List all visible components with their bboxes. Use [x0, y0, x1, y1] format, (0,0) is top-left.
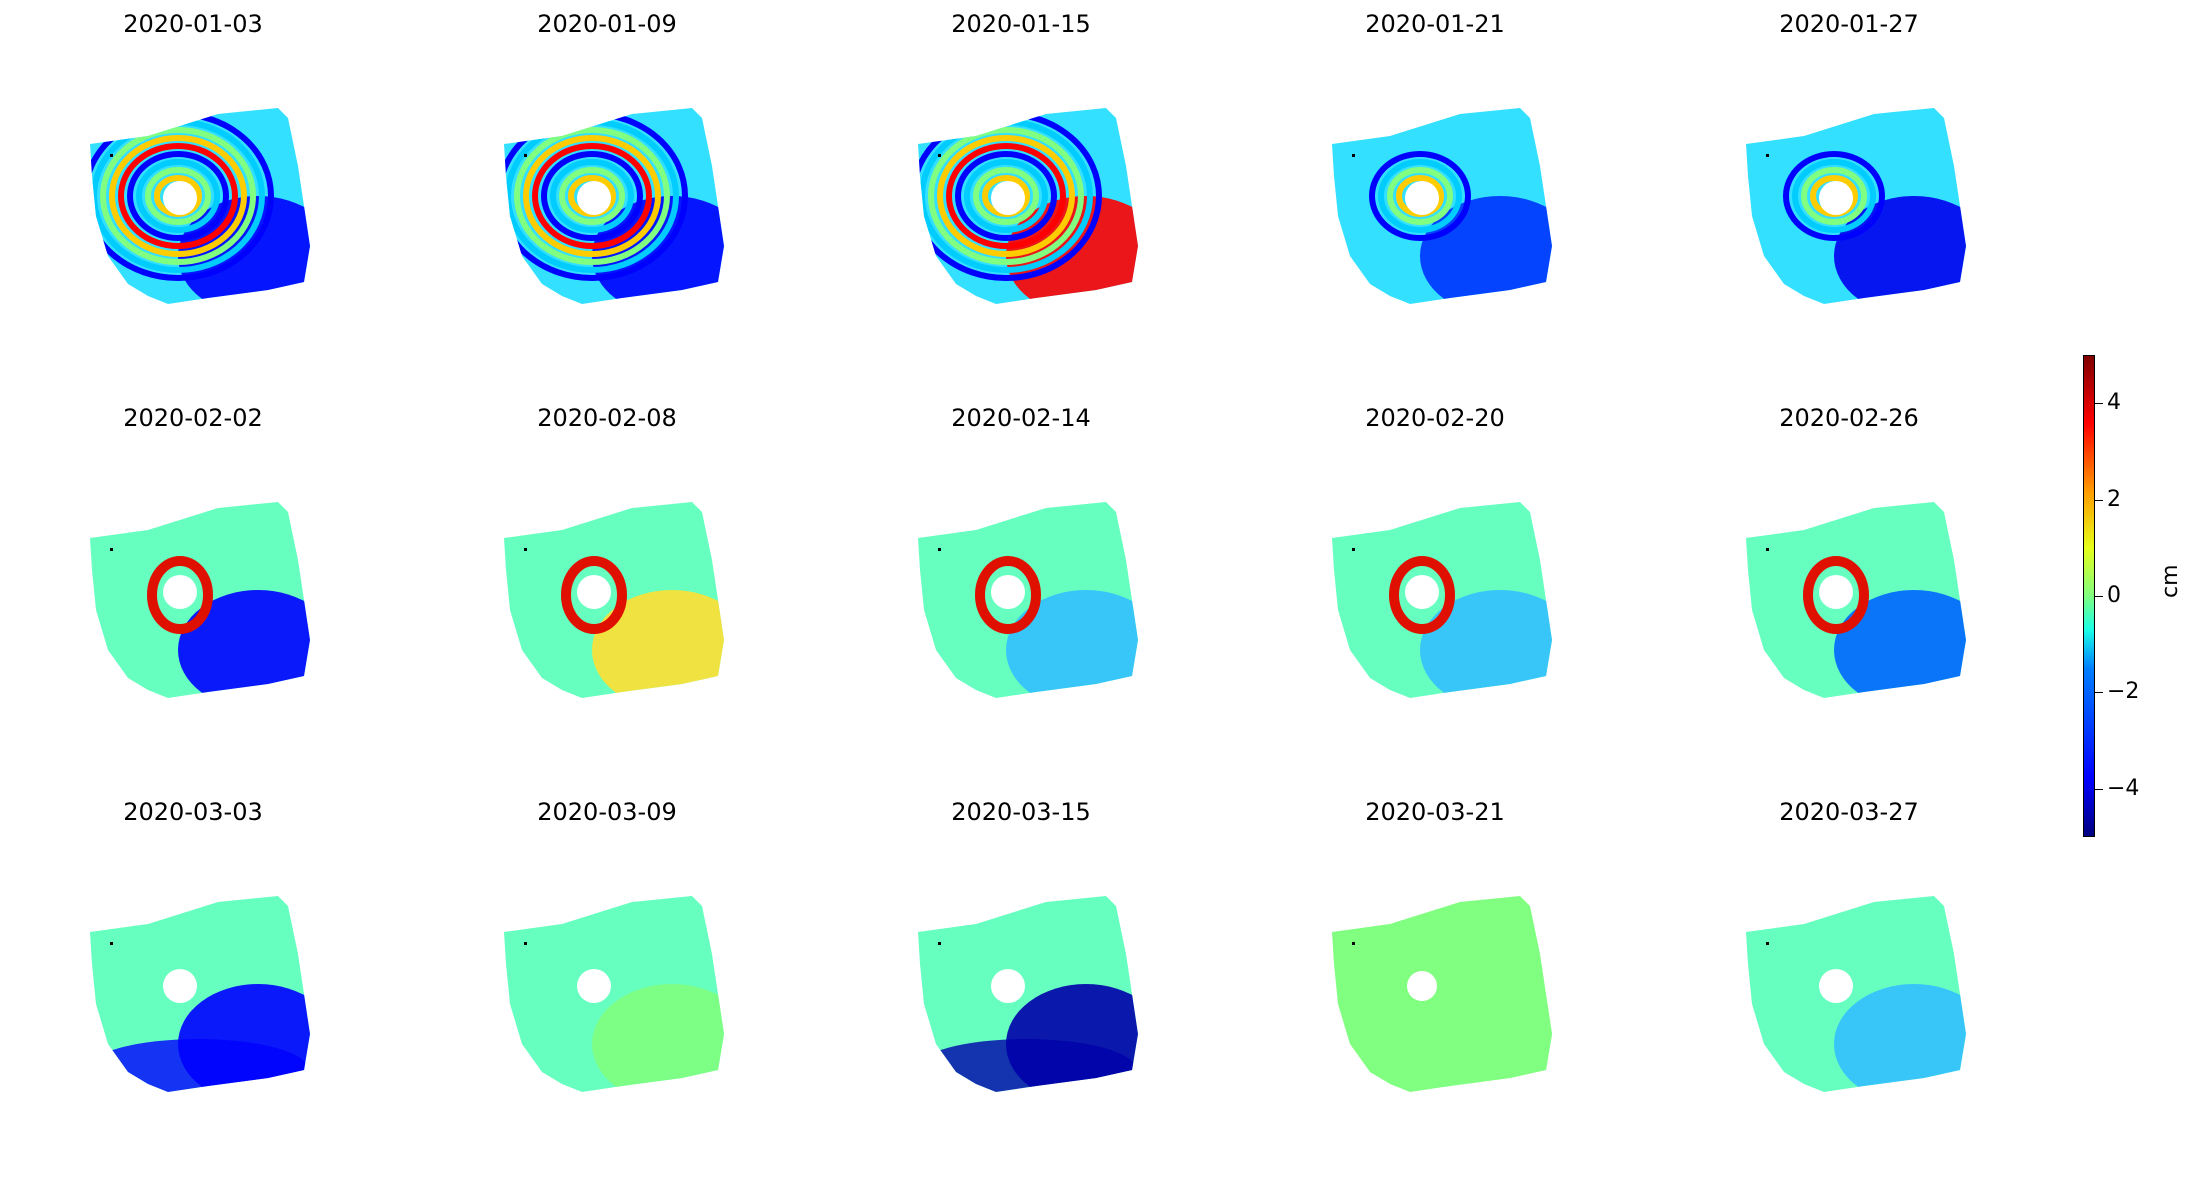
deformation-map — [90, 896, 310, 1092]
deformation-map — [1746, 108, 1966, 304]
panel-title: 2020-03-21 — [1365, 798, 1505, 826]
panel-title: 2020-01-09 — [537, 10, 677, 38]
panel-title: 2020-02-02 — [123, 404, 263, 432]
panel-title: 2020-02-14 — [951, 404, 1091, 432]
colorbar-unit-label: cm — [2158, 564, 2183, 598]
colorbar-tick-label: 4 — [2107, 390, 2121, 416]
deformation-map — [1332, 108, 1552, 304]
colorbar-tick — [2095, 499, 2103, 501]
colorbar-tick — [2095, 692, 2103, 694]
panel-title: 2020-02-26 — [1779, 404, 1919, 432]
deformation-map — [1746, 502, 1966, 698]
deformation-map — [504, 896, 724, 1092]
panel-title: 2020-03-09 — [537, 798, 677, 826]
deformation-map — [1332, 896, 1552, 1092]
panel-title: 2020-03-15 — [951, 798, 1091, 826]
deformation-map — [918, 896, 1138, 1092]
colorbar-tick-label: 2 — [2107, 486, 2121, 512]
panel-title: 2020-03-27 — [1779, 798, 1919, 826]
colorbar — [2083, 355, 2095, 837]
panel-title: 2020-02-08 — [537, 404, 677, 432]
colorbar-tick-label: 0 — [2107, 583, 2121, 608]
deformation-map — [918, 502, 1138, 698]
deformation-map — [504, 108, 724, 304]
panel-title: 2020-01-27 — [1779, 10, 1919, 38]
colorbar-tick-label: −4 — [2107, 775, 2140, 801]
deformation-map — [1332, 502, 1552, 698]
panel-title: 2020-01-15 — [951, 10, 1091, 38]
colorbar-tick-label: −2 — [2107, 679, 2140, 705]
deformation-map — [504, 502, 724, 698]
deformation-map — [918, 108, 1138, 304]
panel-title: 2020-02-20 — [1365, 404, 1505, 432]
deformation-map — [90, 502, 310, 698]
colorbar-tick — [2095, 403, 2103, 405]
colorbar-tick — [2095, 788, 2103, 790]
deformation-map — [90, 108, 310, 304]
colorbar-tick — [2095, 596, 2103, 597]
panel-title: 2020-03-03 — [123, 798, 263, 826]
deformation-map — [1746, 896, 1966, 1092]
panel-title: 2020-01-03 — [123, 10, 263, 38]
panel-title: 2020-01-21 — [1365, 10, 1505, 38]
